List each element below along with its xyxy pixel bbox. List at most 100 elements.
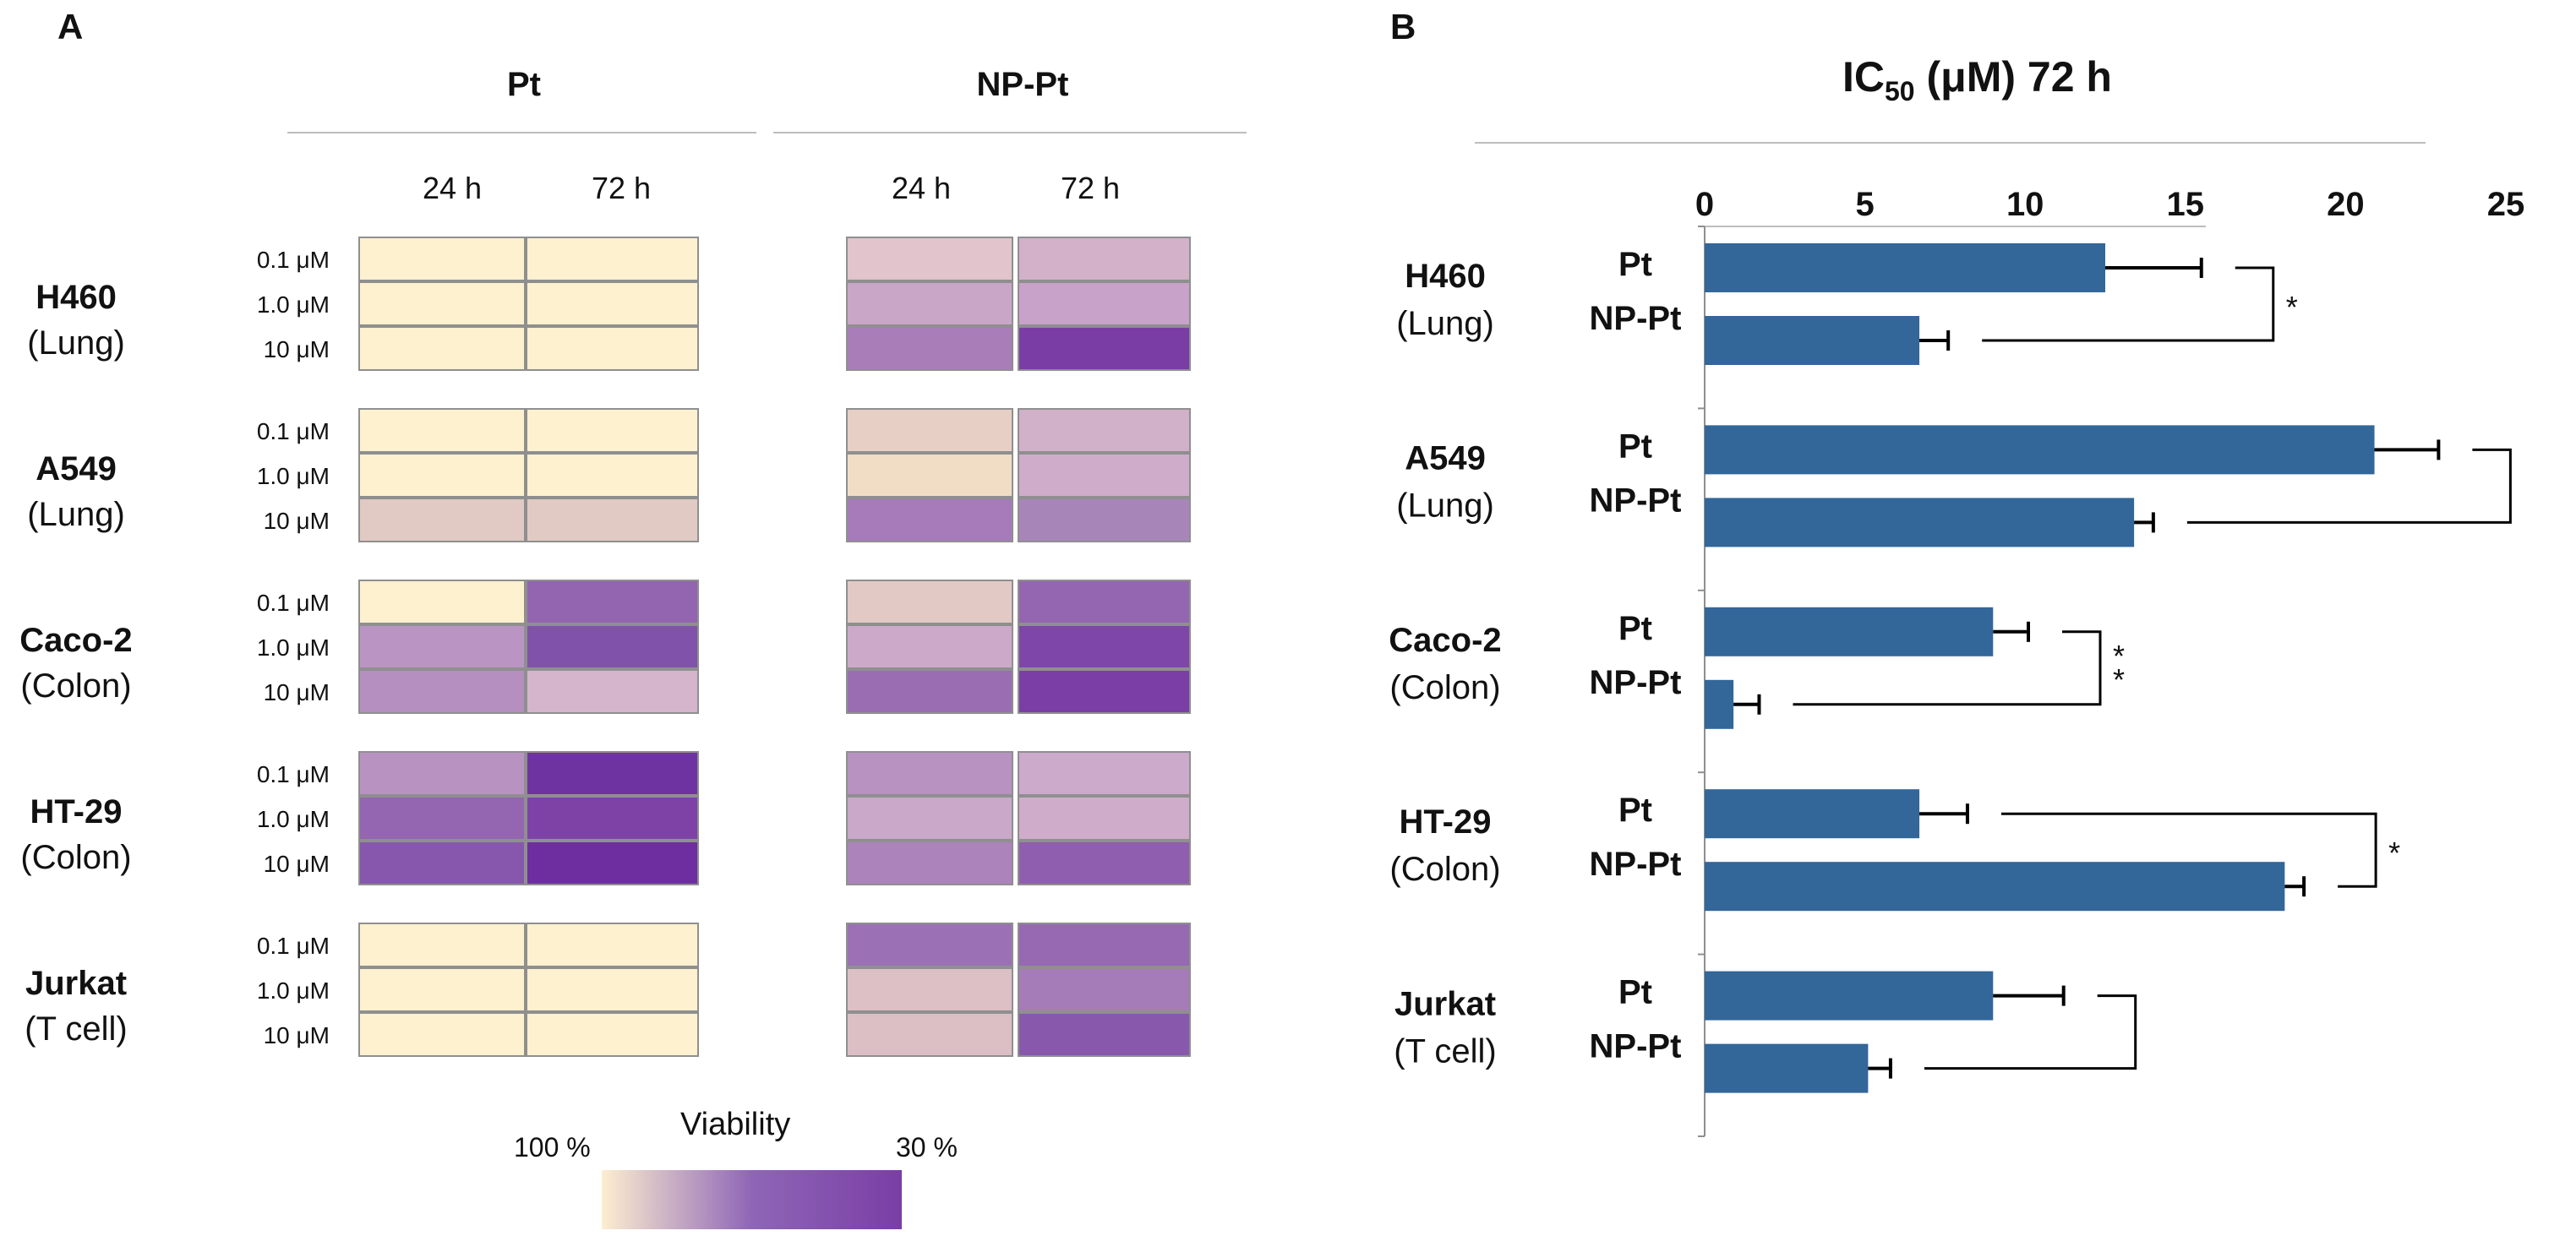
- heatmap-cell: [1018, 624, 1191, 669]
- category-tissue: (Lung): [1396, 487, 1494, 524]
- bar: [1705, 862, 2285, 912]
- dose-label: 1.0 μM: [256, 463, 330, 489]
- chart-title-subscript: 50: [1885, 76, 1915, 106]
- category-name: A549: [1405, 439, 1486, 476]
- heatmap-cell: [358, 580, 526, 624]
- heatmap-cell: [1018, 408, 1191, 453]
- heatmap-cell: [358, 796, 526, 841]
- heatmap-cell: [846, 796, 1013, 841]
- heatmap-cell: [846, 281, 1013, 326]
- heatmap-cell: [1018, 326, 1191, 371]
- hour-label-pt-72: 72 h: [591, 171, 652, 205]
- category-tissue: (Colon): [1389, 669, 1500, 706]
- cell-line-tissue: (Lung): [27, 324, 125, 362]
- heatmap-cell: [1018, 1012, 1191, 1057]
- dose-label: 1.0 μM: [256, 977, 330, 1004]
- heatmap-cell: [358, 669, 526, 714]
- dose-label: 10 μM: [263, 336, 330, 362]
- series-label: Pt: [1618, 974, 1652, 1011]
- heatmap-cell: [846, 841, 1013, 885]
- chart-title-prefix: IC: [1842, 53, 1885, 101]
- bar: [1705, 789, 1920, 839]
- series-label: NP-Pt: [1590, 1028, 1682, 1065]
- heatmap-cell: [1018, 841, 1191, 885]
- heatmap-cell: [526, 967, 699, 1012]
- dose-label: 0.1 μM: [256, 933, 330, 959]
- heatmap-cell: [358, 751, 526, 796]
- significance-bracket: [1924, 994, 2137, 1070]
- significance-mark: *: [2113, 662, 2125, 697]
- cell-line-name: H460: [35, 279, 117, 316]
- series-label: NP-Pt: [1590, 482, 1682, 519]
- dose-label: 0.1 μM: [256, 418, 330, 444]
- hour-label-pt-24: 24 h: [422, 171, 483, 205]
- significance-mark: *: [2113, 639, 2125, 673]
- heatmap-cell: [526, 408, 699, 453]
- heatmap-cell: [358, 1012, 526, 1057]
- heatmap-cell: [1018, 498, 1191, 542]
- heatmap-cell: [358, 453, 526, 498]
- heatmap-cell: [358, 326, 526, 371]
- panel-b-letter: B: [1390, 7, 1416, 46]
- heatmap-cell: [1018, 967, 1191, 1012]
- x-tick-label: 5: [1855, 186, 1874, 223]
- significance-mark: *: [2388, 836, 2400, 870]
- heatmap-cell: [1018, 281, 1191, 326]
- legend-right-label: 30 %: [896, 1132, 958, 1162]
- heatmap-cell: [358, 281, 526, 326]
- dose-label: 0.1 μM: [256, 590, 330, 616]
- heatmap-cell: [526, 281, 699, 326]
- group-title-pt: Pt: [507, 66, 541, 103]
- significance-bracket: [2186, 448, 2512, 524]
- heatmap-cell: [846, 580, 1013, 624]
- cell-line-tissue: (Lung): [27, 496, 125, 533]
- x-tick-label: 20: [2327, 186, 2365, 223]
- significance-bracket: [2000, 812, 2377, 888]
- bar: [1705, 498, 2135, 547]
- heatmap-cell: [526, 498, 699, 542]
- chart-title-rule: [1475, 142, 2426, 144]
- category-tissue: (Colon): [1389, 851, 1500, 888]
- bar: [1705, 243, 2105, 292]
- category-tissue: (T cell): [1394, 1033, 1496, 1070]
- heatmap-cell: [358, 408, 526, 453]
- legend-title: Viability: [680, 1107, 791, 1142]
- heatmap-cell: [358, 841, 526, 885]
- series-label: Pt: [1618, 610, 1652, 647]
- heatmap-cell: [526, 841, 699, 885]
- x-tick-label: 15: [2167, 186, 2205, 223]
- series-label: NP-Pt: [1590, 664, 1682, 701]
- heatmap-cell: [358, 624, 526, 669]
- significance-mark: *: [2286, 290, 2298, 324]
- dose-label: 1.0 μM: [256, 634, 330, 661]
- x-tick-label: 10: [2006, 186, 2044, 223]
- heatmap-cell: [846, 1012, 1013, 1057]
- series-label: Pt: [1618, 792, 1652, 829]
- heatmap-cell: [526, 326, 699, 371]
- heatmap-cell: [526, 796, 699, 841]
- cell-line-name: Jurkat: [25, 965, 128, 1002]
- bar: [1705, 679, 1734, 729]
- bar: [1705, 425, 2375, 475]
- legend-gradient-bar: [602, 1170, 902, 1229]
- chart-title: IC50 (μM) 72 h: [1842, 52, 2112, 107]
- dose-label: 10 μM: [263, 1022, 330, 1048]
- series-label: Pt: [1618, 246, 1652, 283]
- heatmap-cell: [526, 453, 699, 498]
- series-label: Pt: [1618, 427, 1652, 465]
- category-name: Jurkat: [1394, 986, 1496, 1023]
- heatmap-cell: [1018, 580, 1191, 624]
- bar: [1705, 971, 1994, 1021]
- dose-label: 10 μM: [263, 851, 330, 877]
- heatmap-cell: [846, 967, 1013, 1012]
- heatmap-cell: [526, 1012, 699, 1057]
- category-name: HT-29: [1400, 803, 1492, 841]
- heatmap-cell: [1018, 751, 1191, 796]
- heatmap-cell: [526, 923, 699, 967]
- heatmap-cell: [526, 580, 699, 624]
- dose-label: 1.0 μM: [256, 806, 330, 832]
- heatmap-cell: [846, 237, 1013, 281]
- heatmap-cell: [846, 408, 1013, 453]
- cell-line-tissue: (T cell): [25, 1010, 128, 1048]
